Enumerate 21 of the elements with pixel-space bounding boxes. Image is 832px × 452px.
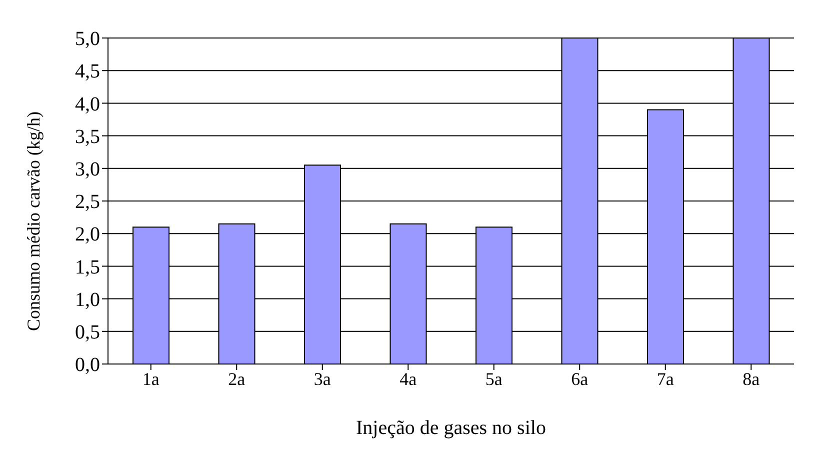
y-tick-label: 4,0 [75,93,100,116]
x-tick-label: 2a [228,368,246,389]
x-tick-label: 6a [571,368,588,389]
x-tick-label: 7a [656,368,674,389]
y-tick-label: 0,0 [75,354,100,376]
x-tick-label: 5a [485,368,502,389]
x-tick-label: 4a [400,368,417,389]
x-tick-label: 8a [742,368,760,389]
y-axis-title: Consumo médio carvão (kg/h) [23,112,44,331]
y-tick-label: 2,5 [75,191,100,214]
x-tick-label: 1a [142,368,160,389]
x-axis-title: Injeção de gases no silo [356,417,546,439]
y-tick-label: 3,0 [75,158,100,180]
y-tick-label: 3,5 [75,126,100,148]
y-tick-label: 1,5 [75,256,100,278]
x-tick-label: 3a [314,368,331,389]
y-tick-label: 4,5 [75,60,100,83]
y-tick-label: 2,0 [75,224,100,246]
y-tick-label: 0,5 [75,322,100,344]
y-tick-label: 5,0 [75,28,100,50]
y-tick-label: 1,0 [75,288,100,311]
